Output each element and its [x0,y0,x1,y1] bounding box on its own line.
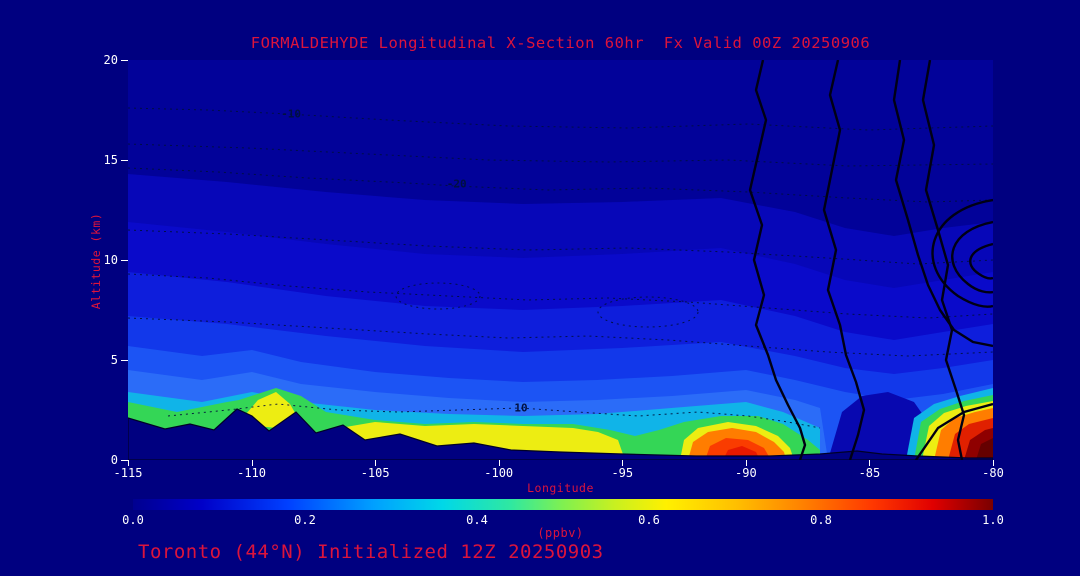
y-tick-label: 10 [103,253,118,267]
contour-line-label: -20 [446,177,467,191]
x-tick-label: -110 [237,466,267,480]
dashed-contours [128,107,993,429]
terrain-silhouette [128,408,993,460]
solid-contour-loop [969,242,993,280]
x-axis-label: Longitude [527,481,594,495]
dashed-contour-line [128,317,993,357]
contour-fill-darkest-east [976,438,993,460]
colorbar-tick-label: 0.2 [294,513,316,527]
x-tick-mark [128,460,129,466]
cross-section-plot [128,60,993,460]
y-tick-mark [121,260,128,261]
x-tick-label: -105 [360,466,390,480]
solid-contour-loop [951,220,993,294]
chart-title: FORMALDEHYDE Longitudinal X-Section 60hr… [250,34,871,52]
x-tick-mark [869,460,871,466]
x-tick-label: -95 [611,466,634,480]
y-tick-label: 5 [110,353,118,367]
y-tick-label: 20 [103,53,118,67]
contour-fill-yellow-peak [246,392,298,428]
solid-contour-line [921,60,966,460]
x-tick-mark [745,460,747,466]
contour-line-label: 10 [514,401,528,415]
colorbar-tick-label: 0.4 [466,513,488,527]
x-tick-mark [993,460,994,466]
x-tick-label: -115 [113,466,143,480]
y-tick-mark [121,60,128,61]
x-tick-label: -85 [858,466,881,480]
x-tick-label: -100 [484,466,514,480]
x-tick-label: -90 [735,466,757,480]
x-tick-mark [498,460,500,466]
colorbar-tick-label: 0.8 [810,513,832,527]
dashed-contour-line [128,167,993,203]
dashed-contour-line [128,229,993,265]
x-tick-label: -80 [982,466,1004,480]
solid-contour-line [748,60,807,460]
dashed-contour-loop [597,296,699,328]
colorbar-unit-label: (ppbv) [537,526,584,540]
y-tick-mark [121,460,128,461]
solid-contour-line [915,402,993,460]
solid-contour-loop [931,198,993,308]
solid-contour-line [822,60,866,460]
colorbar-tick-label: 1.0 [982,513,1004,527]
dashed-contour-line [128,143,993,167]
colorbar [133,499,993,510]
solid-contours [748,60,993,460]
y-tick-label: 15 [103,153,118,167]
dashed-contour-loop [395,282,481,310]
colorbar-tick-label: 0.6 [638,513,660,527]
y-tick-label: 0 [110,453,118,467]
y-tick-mark [121,360,128,361]
contour-line-label: -10 [281,107,302,121]
colorbar-tick-label: 0.0 [122,513,144,527]
x-tick-mark [622,460,624,466]
solid-contour-line [892,60,993,348]
x-tick-mark [251,460,253,466]
y-tick-mark [121,160,128,161]
x-tick-mark [375,460,377,466]
caption: Toronto (44°N) Initialized 12Z 20250903 [138,541,604,563]
